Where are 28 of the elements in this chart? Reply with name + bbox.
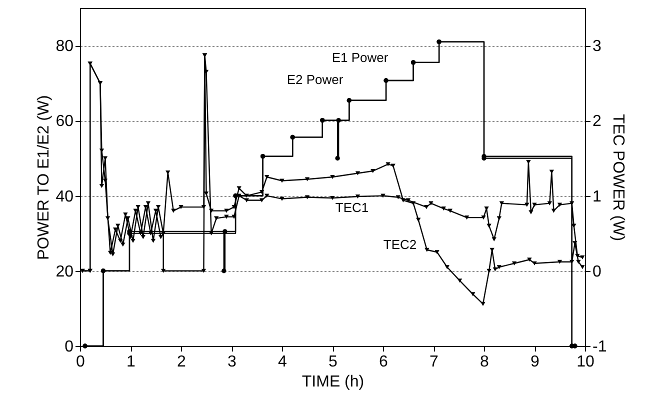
x-tick-label: 8 (480, 354, 490, 370)
y2-tick-label: 3 (592, 38, 602, 56)
y2-axis-title: TEC POWER (W) (610, 114, 627, 242)
y2-tick-label: 0 (592, 263, 602, 280)
x-tick-label: 10 (576, 354, 594, 370)
x-axis-title: TIME (h) (302, 374, 364, 390)
annotation: TEC1 (335, 200, 369, 215)
x-tick-label: 7 (430, 354, 439, 370)
y-tick-label: 20 (56, 263, 74, 280)
y-axis-title: POWER TO E1/E2 (W) (36, 95, 53, 260)
y-tick-label: 40 (56, 188, 74, 206)
x-tick-label: 5 (328, 354, 338, 370)
x-tick-label: 6 (379, 354, 388, 370)
annotation: E1 Power (332, 50, 389, 65)
y2-tick-label: -1 (592, 338, 607, 356)
annotation: TEC2 (383, 237, 417, 252)
x-tick-label: 3 (228, 354, 237, 370)
y-tick-label: 0 (64, 338, 74, 356)
annotation: E2 Power (286, 72, 344, 87)
x-tick-label: 2 (177, 354, 186, 370)
y-tick-label: 80 (56, 38, 74, 56)
y2-tick-label: 1 (592, 188, 602, 206)
x-tick-label: 0 (76, 354, 86, 370)
x-tick-label: 9 (530, 354, 540, 370)
y2-tick-label: 2 (592, 113, 602, 130)
x-tick-label: 1 (126, 354, 136, 370)
y-tick-label: 60 (56, 113, 74, 130)
x-tick-label: 4 (278, 354, 288, 370)
